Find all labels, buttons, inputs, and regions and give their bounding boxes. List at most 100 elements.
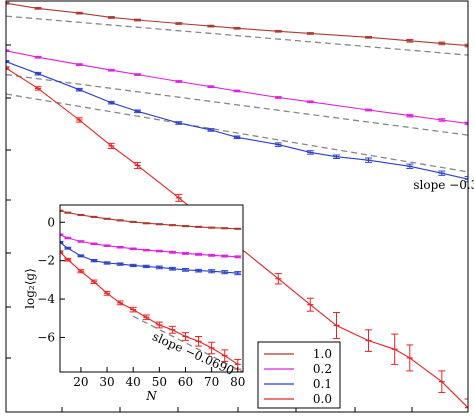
inset-errorbar-1.0-0 (60, 209, 64, 212)
legend-box (257, 341, 341, 409)
inset-errorbar-0.2-4 (103, 244, 111, 247)
main-errorbar-1.0-5 (175, 22, 183, 25)
main-errorbar-0.1-5 (175, 121, 183, 125)
main-series-line-0.0 (6, 67, 468, 409)
main-errorbar-0.0-4 (134, 161, 142, 169)
main-errorbar-0.2-13 (464, 121, 468, 126)
inset-errorbar-0.1-13 (221, 270, 229, 275)
main-guide-line-2 (5, 93, 469, 173)
main-errorbar-0.0-3 (107, 142, 115, 150)
main-series-line-0.1 (6, 61, 468, 180)
inset-errorbar-0.1-7 (142, 264, 150, 269)
main-errorbar-0.0-13 (406, 344, 414, 372)
main-errorbar-0.1-0 (6, 60, 10, 63)
main-errorbar-1.0-3 (107, 16, 115, 19)
main-errorbar-0.1-11 (365, 157, 373, 163)
inset-xtick-label-70: 70 (204, 375, 219, 389)
main-guide-line-1 (5, 73, 469, 136)
main-plot: slope −0.39 (5, 0, 474, 413)
main-errorbar-0.1-9 (306, 150, 314, 155)
inset-errorbar-0.0-4 (103, 290, 111, 296)
inset-ytick-label-3: −6 (37, 330, 55, 344)
inset-errorbar-0.0-9 (168, 325, 176, 334)
inset-errorbar-1.0-8 (155, 223, 163, 226)
inset-errorbar-0.0-13 (221, 349, 229, 362)
main-errorbar-0.1-4 (134, 109, 142, 114)
inset-ytick-label-2: −4 (37, 292, 55, 306)
main-series-line-1.0 (6, 2, 468, 47)
inset-errorbar-1.0-13 (221, 227, 229, 230)
inset-errorbar-0.1-2 (77, 254, 85, 258)
inset-errorbar-0.2-14 (234, 255, 242, 259)
inset-xlabel: N (145, 389, 157, 403)
inset-errorbar-1.0-4 (103, 217, 111, 220)
main-errorbar-0.0-9 (306, 297, 314, 312)
main-errorbar-0.2-3 (107, 68, 115, 72)
inset-errorbar-1.0-1 (64, 211, 72, 214)
main-errorbar-0.2-2 (75, 63, 83, 66)
inset-errorbar-0.2-1 (64, 236, 72, 240)
inset-errorbar-0.1-1 (64, 246, 72, 250)
legend-label-0.1: 0.1 (313, 377, 332, 391)
main-errorbar-0.2-10 (365, 108, 373, 112)
main-errorbar-1.0-1 (34, 6, 42, 10)
main-errorbar-0.1-2 (75, 87, 83, 92)
main-series-group (6, 1, 468, 412)
inset-errorbar-0.1-3 (90, 259, 98, 263)
inset-errorbar-0.1-0 (60, 240, 64, 244)
inset-xtick-label-80: 80 (230, 375, 245, 389)
main-series-line-0.2 (6, 50, 468, 124)
inset-errorbar-0.2-6 (129, 247, 137, 251)
inset-errorbar-0.1-9 (168, 266, 176, 271)
main-errorbar-1.0-8 (274, 29, 282, 33)
inset-errorbar-0.0-5 (116, 300, 124, 306)
main-errorbar-0.0-8 (274, 273, 282, 285)
inset-errorbar-0.2-12 (208, 253, 216, 257)
main-errorbar-0.1-8 (274, 142, 282, 147)
inset-errorbar-0.0-12 (208, 341, 216, 355)
inset-ytick-label-0: 0 (47, 215, 55, 229)
inset-errorbar-0.0-11 (195, 335, 203, 347)
main-errorbar-1.0-0 (6, 1, 10, 5)
inset-ytick-label-1: −2 (37, 254, 55, 268)
inset-errorbar-0.2-8 (155, 249, 163, 253)
main-errorbar-0.0-10 (332, 311, 340, 339)
inset-errorbar-1.0-9 (168, 224, 176, 227)
inset-errorbar-0.0-0 (60, 250, 64, 254)
inset-errorbar-0.0-6 (129, 306, 137, 313)
inset-errorbar-0.2-13 (221, 254, 229, 258)
main-errorbar-0.1-1 (34, 71, 42, 76)
inset-errorbar-0.2-11 (195, 252, 203, 256)
main-errorbar-0.0-1 (34, 86, 42, 91)
legend-label-0.2: 0.2 (313, 362, 332, 376)
inset-frame (59, 204, 244, 373)
inset-errorbar-0.2-9 (168, 250, 176, 254)
inset-errorbar-0.2-5 (116, 245, 124, 249)
main-guide-line-0 (5, 15, 469, 56)
main-errorbar-0.0-5 (175, 193, 183, 202)
main-errorbar-1.0-13 (464, 43, 468, 48)
main-errorbar-0.2-5 (175, 80, 183, 83)
inset-series-group (60, 209, 242, 370)
inset-errorbar-1.0-7 (142, 222, 150, 225)
main-errorbar-0.1-6 (207, 128, 215, 132)
main-errorbar-0.0-11 (365, 329, 373, 352)
main-errorbar-0.2-11 (406, 113, 414, 118)
inset-xtick-label-30: 30 (99, 375, 114, 389)
inset-errorbar-1.0-6 (129, 220, 137, 223)
inset-errorbar-0.1-14 (234, 271, 242, 276)
main-frame (5, 0, 469, 413)
main-errorbar-0.0-12 (391, 333, 399, 365)
main-errorbar-0.2-1 (34, 55, 42, 59)
main-errorbar-0.1-7 (233, 135, 241, 140)
main-errorbar-1.0-2 (75, 11, 83, 15)
inset-errorbar-0.2-2 (77, 240, 85, 243)
inset-errorbar-1.0-2 (77, 213, 85, 217)
inset-errorbar-0.0-8 (155, 321, 163, 329)
inset-xtick-label-20: 20 (73, 375, 88, 389)
main-errorbar-0.0-2 (75, 117, 83, 123)
main-errorbar-1.0-10 (365, 35, 373, 39)
main-errorbar-0.0-0 (6, 66, 10, 70)
